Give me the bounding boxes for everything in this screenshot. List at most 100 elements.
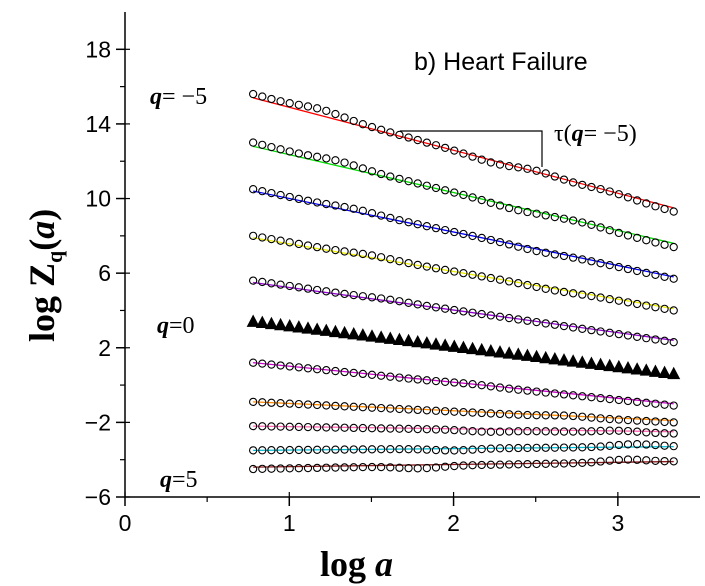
data-point-q3 [605,426,614,435]
data-point-q-1 [614,329,624,339]
data-point-q-5 [340,113,349,122]
data-point-q2 [523,410,532,420]
data-point-q-5 [367,122,377,132]
data-point-q1 [276,361,285,370]
y-tick-label: 18 [85,36,111,62]
data-point-q0 [484,344,498,357]
data-point-q4 [642,440,651,449]
data-point-q2 [413,405,422,415]
data-point-q0 [575,355,589,368]
data-point-q-3 [450,227,459,237]
data-point-q-5 [651,202,660,211]
data-point-q2 [440,407,450,416]
data-point-q-3 [669,274,678,283]
data-point-q-5 [376,125,386,134]
data-point-q2 [642,416,651,426]
data-point-q4 [523,443,532,453]
data-point-q2 [468,408,477,417]
data-point-q-3 [431,223,441,233]
data-point-q-4 [450,188,459,197]
data-point-q5 [532,459,541,469]
data-point-q-5 [450,146,459,155]
data-point-q-2 [468,270,477,279]
data-point-q-2 [349,248,358,257]
data-point-q5 [376,462,386,472]
data-point-q-1 [632,332,642,341]
data-point-q3 [504,427,514,436]
data-point-q1 [358,369,368,379]
data-point-q1 [614,395,624,405]
data-point-q1 [587,393,596,402]
data-point-q0 [502,346,516,359]
data-point-q-1 [248,276,258,285]
data-point-q-2 [568,289,578,298]
data-point-q3 [376,424,386,433]
data-point-q0 [319,323,333,336]
data-point-q4 [312,445,322,454]
data-point-q5 [632,455,642,464]
data-point-q-3 [559,251,569,261]
data-point-q1 [294,363,304,372]
data-point-q0 [511,347,525,360]
data-point-q-3 [550,250,560,259]
data-point-q2 [358,403,368,412]
data-point-q-4 [660,240,669,249]
data-point-q0 [493,345,507,358]
data-point-q4 [413,445,422,454]
data-point-q2 [258,398,267,407]
data-point-q2 [349,402,358,411]
data-point-q4 [248,446,258,455]
data-point-q3 [514,427,523,436]
data-point-q-4 [477,195,486,205]
data-point-q4 [532,443,541,453]
data-point-q-3 [660,272,669,281]
data-point-q4 [587,442,596,452]
annotation-q-pos5-value: =5 [172,467,198,493]
data-point-q3 [267,422,276,431]
data-point-q3 [450,425,459,435]
data-point-q2 [340,402,349,411]
data-point-q2 [431,406,441,415]
data-point-q-1 [349,290,358,300]
data-point-q0 [658,365,672,378]
data-point-q4 [450,446,459,455]
data-point-q5 [303,463,313,473]
data-point-q1 [331,366,340,376]
data-point-q-3 [276,190,285,200]
data-point-q3 [495,427,505,436]
data-point-q2 [477,408,486,418]
data-point-q-2 [486,273,496,283]
data-point-q0 [274,317,288,331]
data-point-q2 [568,411,578,421]
data-point-q-2 [632,299,642,309]
annotation-q-neg5-symbol: q [150,84,162,110]
data-point-q2 [422,406,432,415]
data-point-q-4 [642,236,651,245]
data-point-q1 [367,370,377,379]
data-point-q-5 [568,178,578,187]
data-point-q-2 [413,260,422,270]
data-point-q5 [660,457,669,466]
data-point-q3 [386,424,395,433]
data-point-q-3 [303,196,313,205]
data-point-q2 [276,399,285,408]
annotation-q-zero-symbol: q [157,313,169,339]
data-point-q-2 [376,253,386,262]
data-point-q4 [632,440,642,449]
data-point-q5 [431,463,441,472]
annotation-q-pos5: q=5 [160,467,198,493]
data-point-q5 [413,464,422,473]
data-point-q-4 [367,167,377,176]
data-point-q-1 [386,295,395,304]
data-point-q-5 [504,161,514,171]
data-point-q0 [301,321,315,334]
data-point-q4 [660,441,669,450]
data-point-q-2 [459,269,468,278]
data-point-q-3 [395,216,404,225]
x-tick-label: 2 [447,510,460,536]
data-point-q-4 [276,145,285,154]
annotation-tau-q: q [572,121,584,147]
data-point-q1 [440,377,450,386]
data-point-q-4 [422,181,432,190]
data-point-q2 [514,410,523,419]
